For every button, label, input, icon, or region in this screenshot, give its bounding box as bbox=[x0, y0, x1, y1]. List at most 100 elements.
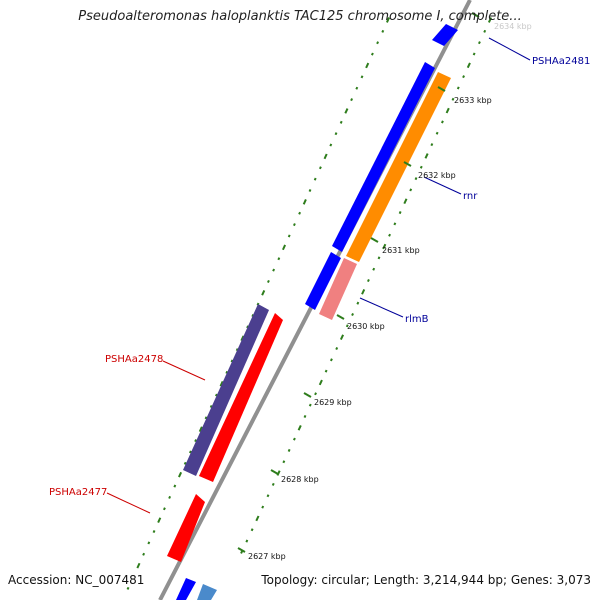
track-dot bbox=[334, 132, 338, 136]
track-dot bbox=[225, 370, 229, 374]
track-dot bbox=[240, 335, 245, 342]
track-dot bbox=[381, 29, 385, 33]
track-dot bbox=[303, 414, 307, 418]
track-dot bbox=[282, 244, 287, 251]
track-dot bbox=[335, 346, 339, 351]
ruler-label-2634: 2634 kbp bbox=[494, 22, 532, 31]
dot-tracks bbox=[126, 17, 493, 590]
ruler-label-2631: 2631 kbp bbox=[382, 246, 420, 255]
track-dot bbox=[314, 392, 317, 396]
track-dot bbox=[487, 17, 493, 23]
track-dot bbox=[209, 404, 213, 408]
accession-text: Accession: NC_007481 bbox=[8, 573, 145, 587]
track-dot bbox=[430, 143, 434, 147]
feature-rlmB[interactable] bbox=[319, 258, 357, 320]
track-dot bbox=[478, 41, 481, 45]
track-dot bbox=[466, 62, 471, 69]
track-dot bbox=[240, 550, 243, 554]
label-PSHAa2481[interactable]: PSHAa2481 bbox=[532, 56, 590, 67]
track-dot bbox=[393, 222, 397, 226]
track-dot bbox=[323, 153, 328, 160]
track-dot bbox=[183, 461, 187, 465]
track-dot bbox=[377, 256, 381, 260]
track-dot bbox=[287, 234, 291, 238]
track-dot bbox=[147, 541, 151, 545]
track-dot bbox=[136, 562, 141, 569]
feature-bottom-forward-gene[interactable] bbox=[176, 578, 196, 600]
leader-PSHAa2478 bbox=[162, 360, 206, 381]
label-rnr[interactable]: rnr bbox=[463, 191, 478, 202]
track-dot bbox=[168, 495, 172, 499]
track-dot bbox=[204, 416, 208, 420]
feature-rnr-upstream-gene[interactable] bbox=[332, 62, 435, 252]
track-dot bbox=[271, 482, 275, 486]
track-dot bbox=[419, 165, 423, 169]
track-dot bbox=[308, 189, 312, 193]
track-dot bbox=[272, 268, 276, 272]
track-dot bbox=[435, 131, 439, 135]
track-dot bbox=[142, 552, 146, 556]
feature-rnr[interactable] bbox=[346, 72, 451, 262]
feature-small-forward-gene[interactable] bbox=[305, 252, 341, 310]
track-dot bbox=[219, 380, 224, 387]
track-dot bbox=[361, 289, 366, 295]
track-dot bbox=[198, 426, 203, 433]
topology-text: Topology: circular; Length: 3,214,944 bp… bbox=[261, 573, 591, 587]
track-dot bbox=[230, 359, 234, 363]
feature-PSHAa2481[interactable] bbox=[432, 24, 458, 46]
track-dot bbox=[367, 279, 370, 283]
track-dot bbox=[293, 437, 296, 441]
label-PSHAa2477[interactable]: PSHAa2477 bbox=[49, 487, 107, 498]
track-dot bbox=[313, 177, 317, 181]
track-dot bbox=[365, 62, 370, 69]
track-dot bbox=[277, 257, 281, 261]
track-dot bbox=[403, 198, 408, 205]
track-dot bbox=[267, 279, 270, 283]
track-dot bbox=[250, 528, 254, 532]
track-dot bbox=[319, 166, 322, 170]
ruler-tick-marks bbox=[237, 12, 480, 553]
label-rlmB[interactable]: rlmB bbox=[405, 314, 429, 325]
track-dot bbox=[163, 507, 166, 511]
feature-PSHAa2478[interactable] bbox=[199, 313, 283, 482]
track-dot bbox=[344, 108, 349, 114]
track-dot bbox=[424, 153, 429, 159]
track-dot bbox=[261, 289, 266, 296]
track-dot bbox=[376, 41, 380, 45]
ruler-label-2628: 2628 kbp bbox=[281, 475, 319, 484]
label-PSHAa2478[interactable]: PSHAa2478 bbox=[105, 354, 163, 365]
feature-PSHAa2477[interactable] bbox=[167, 494, 205, 562]
track-dot bbox=[445, 107, 450, 114]
track-dot bbox=[157, 517, 162, 523]
track-dot bbox=[388, 233, 391, 237]
track-dot bbox=[472, 52, 476, 56]
track-dot bbox=[215, 393, 218, 397]
track-dot bbox=[298, 211, 302, 215]
track-dot bbox=[385, 17, 391, 23]
track-dot bbox=[245, 539, 249, 543]
track-dot bbox=[276, 470, 281, 476]
leader-rnr bbox=[423, 176, 462, 195]
track-dot bbox=[293, 223, 296, 227]
track-dot bbox=[339, 334, 345, 340]
track-dot bbox=[483, 29, 487, 33]
track-dot bbox=[339, 120, 343, 124]
feature-bottom-forward-gene-2[interactable] bbox=[197, 584, 217, 600]
track-dot bbox=[194, 439, 198, 443]
track-dot bbox=[324, 369, 328, 373]
track-dot bbox=[370, 52, 374, 56]
ruler-label-2629: 2629 kbp bbox=[314, 398, 352, 407]
feature-PSHAa2478-companion[interactable] bbox=[183, 304, 269, 476]
track-dot bbox=[266, 494, 270, 498]
track-dot bbox=[173, 484, 177, 488]
track-dot bbox=[287, 448, 291, 452]
track-dot bbox=[372, 267, 376, 271]
track-dot bbox=[350, 98, 354, 102]
track-dot bbox=[178, 471, 183, 478]
track-dot bbox=[318, 379, 323, 386]
map-title: Pseudoalteromonas haloplanktis TAC125 ch… bbox=[78, 9, 522, 24]
ruler-label-2633: 2633 kbp bbox=[454, 96, 492, 105]
track-dot bbox=[261, 505, 265, 509]
track-dot bbox=[355, 86, 359, 90]
